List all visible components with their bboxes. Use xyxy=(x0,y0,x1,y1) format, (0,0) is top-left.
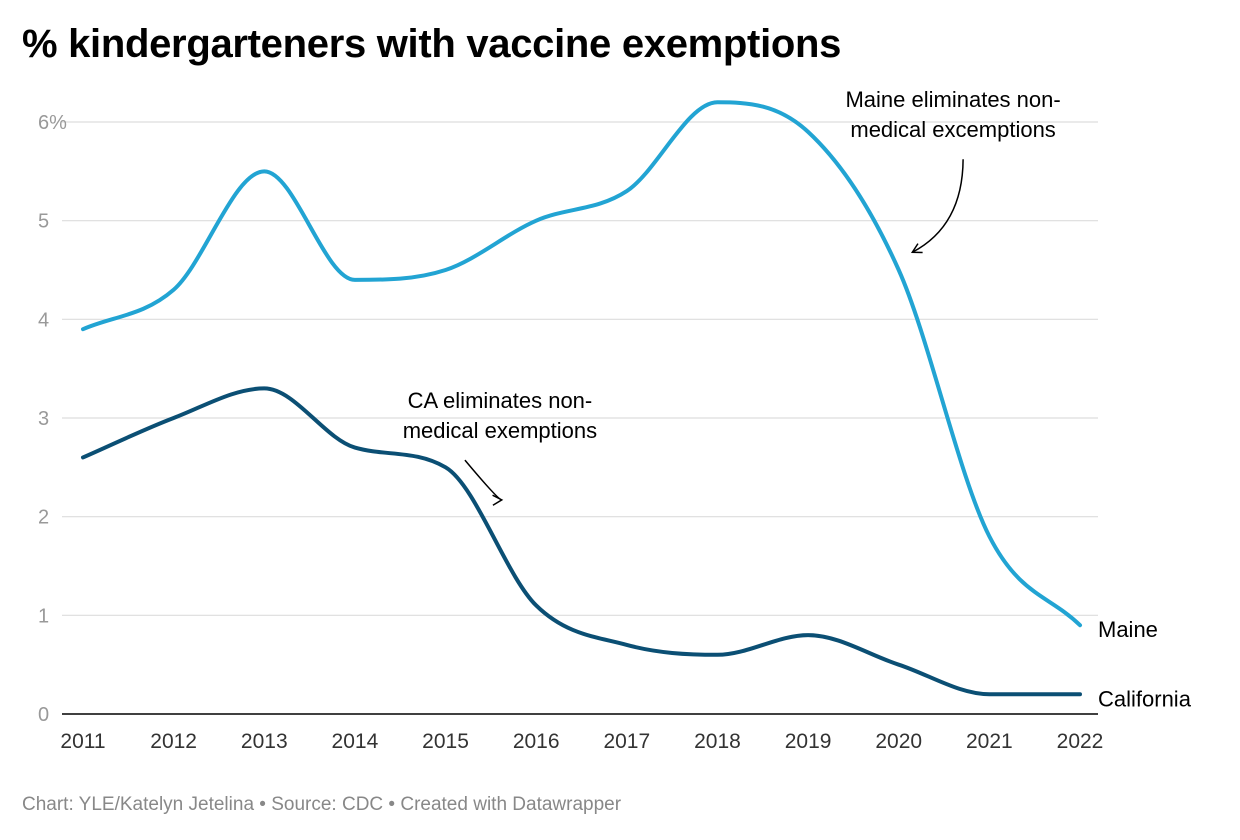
x-tick-label: 2011 xyxy=(60,730,105,753)
x-tick-label: 2021 xyxy=(966,730,1013,753)
x-axis-ticks: 2011 2012 2013 2014 2015 2016 2017 2018 2019 2020… xyxy=(60,730,1103,753)
x-tick-label: 2015 xyxy=(422,730,469,753)
annotation-arrow xyxy=(910,159,964,254)
y-tick-label: 6% xyxy=(38,112,67,134)
x-tick-label: 2018 xyxy=(694,730,741,753)
series-line-california xyxy=(81,386,1082,697)
x-tick-label: 2012 xyxy=(150,730,197,753)
annotation-text: medical excemptions xyxy=(850,117,1055,142)
chart-footer: Chart: YLE/Katelyn Jetelina • Source: CD… xyxy=(22,794,622,815)
series-labels: Maine California xyxy=(1098,617,1192,711)
gridlines xyxy=(62,121,1098,616)
x-tick-label: 2017 xyxy=(603,730,650,753)
y-tick-label: 4 xyxy=(38,309,49,331)
x-tick-label: 2014 xyxy=(332,730,379,753)
y-axis-ticks: 0 1 2 3 4 5 6% xyxy=(38,112,67,726)
y-tick-label: 1 xyxy=(38,605,49,627)
x-tick-label: 2020 xyxy=(875,730,922,753)
y-tick-label: 0 xyxy=(38,704,49,726)
series-label-maine: Maine xyxy=(1098,617,1158,642)
annotation-text: CA eliminates non- xyxy=(408,388,593,413)
series-lines xyxy=(81,100,1082,697)
series-label-california: California xyxy=(1098,686,1192,711)
x-tick-label: 2022 xyxy=(1057,730,1104,753)
annotation-arrow xyxy=(464,459,504,506)
x-tick-label: 2016 xyxy=(513,730,560,753)
annotations: Maine eliminates non-medical excemptions… xyxy=(403,87,1061,506)
x-tick-label: 2019 xyxy=(785,730,832,753)
annotation-text: Maine eliminates non- xyxy=(845,87,1060,112)
series-line-maine xyxy=(81,100,1082,628)
y-tick-label: 5 xyxy=(38,211,49,233)
y-tick-label: 3 xyxy=(38,408,49,430)
x-tick-label: 2013 xyxy=(241,730,288,753)
y-tick-label: 2 xyxy=(38,507,49,529)
chart-title: % kindergarteners with vaccine exemption… xyxy=(22,22,842,66)
annotation-text: medical exemptions xyxy=(403,418,597,443)
